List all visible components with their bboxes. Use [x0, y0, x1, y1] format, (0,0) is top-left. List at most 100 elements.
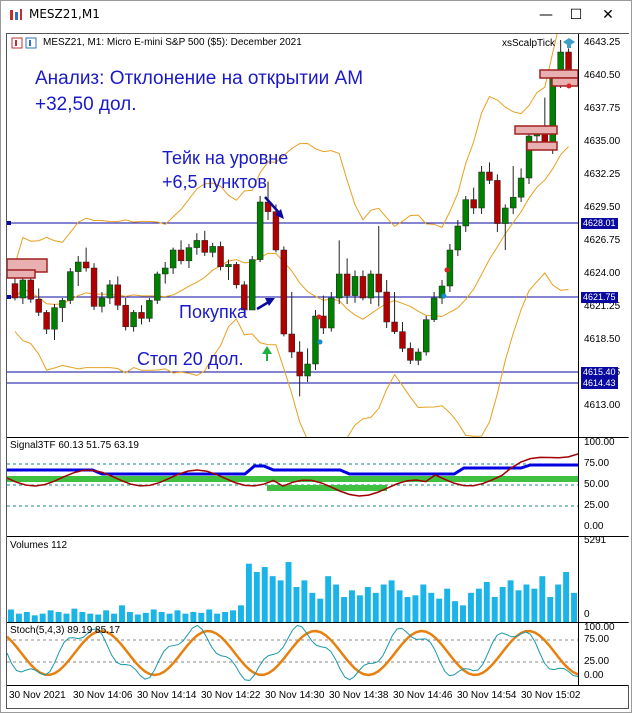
- price-pane[interactable]: MESZ21, M1: Micro E-mini S&P 500 ($5): D…: [7, 34, 578, 437]
- candle-body: [138, 312, 145, 319]
- price-level-tag: 4621.75: [581, 292, 618, 303]
- volume-bar: [444, 588, 451, 622]
- candle-body: [517, 177, 525, 198]
- signal-tick: 100.00: [584, 437, 615, 448]
- candle-body: [106, 284, 114, 299]
- signal-dot: [441, 293, 447, 299]
- pane-divider[interactable]: [7, 437, 628, 438]
- candle-body: [130, 312, 137, 328]
- candle-body: [59, 300, 66, 308]
- volume-bar: [230, 610, 236, 622]
- candle-body: [43, 312, 50, 330]
- volume-bar: [190, 612, 197, 622]
- candle-body: [256, 201, 264, 260]
- hat-icon: [562, 37, 576, 52]
- price-tick: 4643.25: [584, 37, 621, 48]
- volume-bar: [333, 584, 340, 622]
- volume-bar: [71, 608, 78, 622]
- volume-pane[interactable]: Volumes 112: [7, 537, 578, 622]
- candle-body: [193, 240, 201, 248]
- volume-bar: [547, 597, 554, 622]
- volume-bar: [277, 580, 284, 622]
- signal-pane[interactable]: Signal3TF 60.13 51.75 63.19: [7, 438, 578, 536]
- volume-bar: [245, 563, 252, 622]
- maximize-button[interactable]: ☐: [561, 1, 591, 29]
- time-tick: 30 Nov 2021: [9, 690, 66, 701]
- signal-chart: [7, 453, 578, 507]
- candle-body: [430, 297, 438, 320]
- maximize-icon: ☐: [569, 7, 583, 23]
- pane-divider[interactable]: [7, 536, 628, 537]
- minimize-button[interactable]: —: [531, 1, 561, 29]
- signal-dot: [316, 314, 322, 320]
- signal-tick: 25.00: [584, 500, 610, 511]
- close-button[interactable]: ✕: [593, 1, 623, 29]
- time-tick: 30 Nov 14:06: [73, 690, 133, 701]
- volume-bar: [539, 576, 546, 622]
- supply-zone-box: [539, 69, 578, 79]
- signal-dot: [444, 267, 450, 273]
- candle-body: [375, 273, 382, 293]
- candle-body: [217, 246, 224, 268]
- volume-bar: [206, 609, 213, 622]
- time-axis[interactable]: 30 Nov 2021 30 Nov 14:06 30 Nov 14:14 30 No…: [7, 686, 628, 708]
- price-chart: [7, 34, 578, 437]
- candle-body: [241, 284, 248, 311]
- signal-dot: [317, 339, 323, 345]
- candle-body: [454, 225, 462, 251]
- volume-bar: [55, 612, 62, 622]
- supply-zone-box: [526, 141, 558, 151]
- time-tick: 30 Nov 14:14: [137, 690, 197, 701]
- volume-bar: [79, 612, 86, 622]
- signal-dot: [566, 83, 572, 89]
- volume-bar: [356, 595, 363, 622]
- volume-bar: [39, 613, 46, 622]
- stochastic-pane[interactable]: Stoch(5,4,3) 89.19 85.17: [7, 623, 578, 685]
- volume-tick: 5291: [584, 535, 607, 546]
- volume-bar: [507, 580, 514, 622]
- price-tick: 4613.00: [584, 400, 621, 411]
- candle-body: [328, 297, 335, 329]
- price-scale[interactable]: 4643.25 4640.50 4637.75 4635.00 4632.25 4629.…: [578, 34, 629, 437]
- bollinger-band: [14, 272, 569, 437]
- candle-body: [470, 199, 477, 209]
- price-tick: 4632.25: [584, 169, 621, 180]
- title-bar[interactable]: MESZ21,M1 — ☐ ✕: [1, 1, 631, 29]
- take-profit-arrow-head: [275, 209, 284, 219]
- stochastic-scale: 100.00 75.00 25.00 0.00: [578, 622, 629, 685]
- volume-bar: [198, 612, 205, 622]
- candle-body: [367, 273, 375, 299]
- pane-divider[interactable]: [7, 622, 628, 623]
- signal-tick: 50.00: [584, 479, 610, 490]
- stochastic-tick: 25.00: [584, 656, 610, 667]
- signal-tick: 0.00: [584, 521, 604, 532]
- volume-bar: [420, 584, 427, 622]
- stochastic-main-line: [7, 624, 578, 681]
- candle-body: [201, 240, 208, 253]
- price-tick: 4621.25: [584, 301, 621, 312]
- candle-body: [336, 273, 343, 299]
- bollinger-band: [14, 34, 558, 265]
- level-marker: [7, 221, 11, 225]
- price-tick: 4624.00: [584, 268, 621, 279]
- volume-bar: [483, 582, 490, 622]
- candle-body: [11, 283, 19, 299]
- volume-bar: [214, 613, 221, 622]
- chart-area[interactable]: MESZ21, M1: Micro E-mini S&P 500 ($5): D…: [6, 33, 629, 709]
- candle-body: [19, 279, 27, 299]
- take-profit-note-1: Тейк на уровне: [162, 148, 289, 168]
- candle-body: [351, 276, 359, 296]
- supply-zone-box: [514, 125, 558, 135]
- candle-body: [75, 261, 82, 272]
- close-icon: ✕: [602, 7, 614, 23]
- volume-bar: [269, 576, 276, 622]
- volume-bar: [388, 580, 395, 622]
- volume-bar: [158, 612, 165, 622]
- price-tick: 4640.50: [584, 70, 621, 81]
- candle-body: [478, 171, 485, 209]
- supply-zone-box: [7, 269, 36, 279]
- signal-label: Signal3TF 60.13 51.75 63.19: [10, 440, 139, 451]
- volume-bar: [317, 598, 324, 622]
- volume-bar: [555, 584, 562, 622]
- price-level-tag: 4628.01: [581, 218, 618, 229]
